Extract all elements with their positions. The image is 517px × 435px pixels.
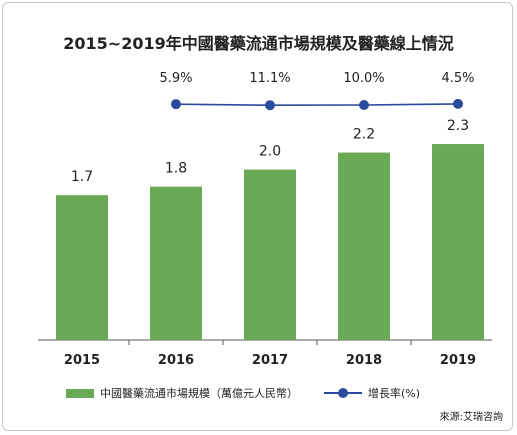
x-tick-label-2019: 2019 (440, 353, 476, 368)
legend-line-label: 增長率(%) (368, 387, 421, 400)
legend-item-growth-rate: 增長率(%) (324, 385, 420, 401)
bar-value-label-2018: 2.2 (353, 127, 375, 143)
growth-point-2018 (359, 100, 369, 110)
bar-value-label-2015: 1.7 (71, 169, 93, 185)
bar-value-label-2016: 1.8 (165, 161, 187, 177)
legend-line-swatch (324, 388, 362, 398)
legend-item-market-size: 中國醫藥流通市場規模（萬億元人民幣） (66, 385, 298, 401)
bar-value-label-2017: 2.0 (259, 144, 281, 160)
growth-label-2016: 5.9% (159, 71, 192, 86)
growth-label-2017: 11.1% (249, 71, 290, 86)
legend-bar-swatch (66, 388, 94, 398)
growth-label-2018: 10.0% (343, 71, 384, 86)
growth-point-2019 (453, 98, 463, 109)
x-tick-label-2016: 2016 (158, 353, 194, 368)
growth-point-2016 (171, 99, 181, 110)
bar-value-label-2019: 2.3 (447, 118, 469, 134)
legend-bar-label: 中國醫藥流通市場規模（萬億元人民幣） (100, 387, 298, 400)
x-tick-label-2015: 2015 (64, 353, 100, 368)
x-tick-label-2017: 2017 (252, 353, 288, 368)
bar-2017 (244, 169, 296, 340)
growth-point-2017 (265, 100, 275, 111)
x-tick-label-2018: 2018 (346, 353, 382, 368)
bar-2019 (432, 144, 484, 340)
bar-2018 (338, 152, 390, 340)
growth-rate-line (175, 103, 459, 107)
bar-2015 (56, 195, 108, 340)
source-note: 來源:艾瑞咨詢 (439, 412, 503, 423)
growth-label-2019: 4.5% (441, 71, 474, 86)
bar-2016 (150, 186, 202, 340)
chart-title: 2015~2019年中國醫藥流通市場規模及醫藥線上情況 (63, 34, 454, 53)
